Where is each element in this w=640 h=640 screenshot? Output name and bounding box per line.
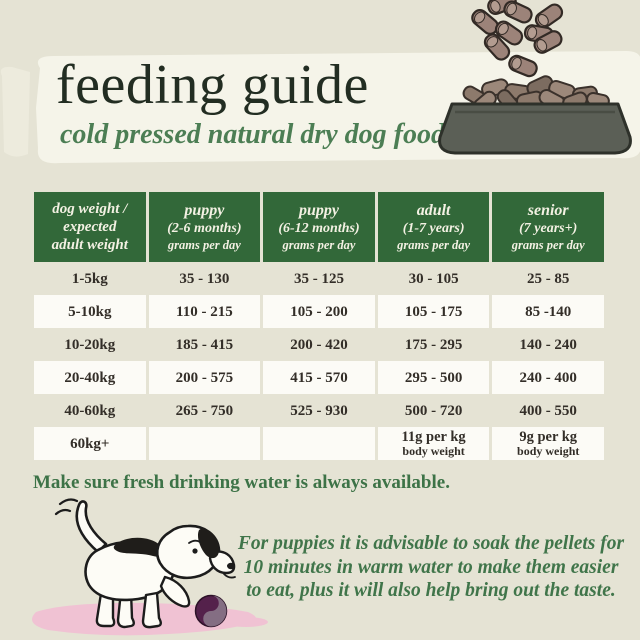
column-header-puppy-6-12-months: puppy (6-12 months) grams per day [263,192,375,262]
cell-value: 105 - 200 [263,295,375,328]
table-row-60kg-plus: 60kg+ 11g per kg body weight 9g per kg b… [34,427,604,460]
soak-note-line: For puppies it is advisable to soak the … [237,533,625,554]
cell-value: 415 - 570 [263,361,375,394]
page-title: feeding guide [56,54,369,116]
cell-value: 25 - 85 [526,270,570,287]
soak-note-line: to eat, plus it will also help bring out… [246,580,616,601]
cell-value: 240 - 400 [492,361,604,394]
column-header-senior: senior (7 years+) grams per day [492,192,604,262]
page-subtitle: cold pressed natural dry dog food [60,119,445,150]
table-row-20-40kg: 20-40kg 200 - 575 415 - 570 295 - 500 24… [34,361,604,394]
cell-value: 35 - 130 [179,270,230,287]
table-row-1-5kg: 1-5kg 35 - 130 35 - 125 30 - 105 25 - 85 [34,262,604,295]
column-header-adult: adult (1-7 years) grams per day [377,192,490,262]
table-row-5-10kg: 5-10kg 110 - 215 105 - 200 105 - 175 85 … [34,295,604,328]
column-header-puppy-2-6-months: puppy (2-6 months) grams per day [148,192,261,262]
puppy-playing-with-ball-icon [32,498,268,636]
table-header-row: dog weight / expected adult weight puppy… [34,192,604,262]
cell-value: 11g per kg body weight [377,427,490,460]
table-row-10-20kg: 10-20kg 185 - 415 200 - 420 175 - 295 14… [34,328,604,361]
cell-weight: 10-20kg [64,336,116,353]
cell-value: 185 - 415 [175,336,234,353]
cell-weight: 5-10kg [34,295,146,328]
cell-value: 200 - 575 [148,361,261,394]
cell-weight: 1-5kg [71,270,108,287]
cell-weight: 20-40kg [34,361,146,394]
cell-value: 500 - 720 [404,402,463,419]
cell-value: 200 - 420 [290,336,348,353]
cell-value: 525 - 930 [290,402,348,419]
feeding-table: dog weight / expected adult weight puppy… [34,192,604,460]
water-note: Make sure fresh drinking water is always… [33,472,450,493]
cell-value: 265 - 750 [175,402,234,419]
cell-value [148,427,261,460]
cell-value: 140 - 240 [519,336,577,353]
cell-value: 85 -140 [492,295,604,328]
cell-value [263,427,375,460]
cell-value: 30 - 105 [408,270,459,287]
cell-value: 105 - 175 [377,295,490,328]
cell-weight: 40-60kg [64,402,116,419]
table-row-40-60kg: 40-60kg 265 - 750 525 - 930 500 - 720 40… [34,394,604,427]
cell-value: 175 - 295 [404,336,463,353]
soak-note-line: 10 minutes in warm water to make them ea… [243,556,619,578]
cell-value: 9g per kg body weight [492,427,604,460]
cell-value: 110 - 215 [148,295,261,328]
dog-bowl-with-falling-pellets-icon [438,0,632,155]
cell-value: 35 - 125 [293,270,344,287]
cell-value: 400 - 550 [519,402,577,419]
soak-note: For puppies it is advisable to soak the … [226,532,636,603]
column-header-dog-weight: dog weight / expected adult weight [34,192,146,262]
cell-weight: 60kg+ [34,427,146,460]
cell-value: 295 - 500 [377,361,490,394]
